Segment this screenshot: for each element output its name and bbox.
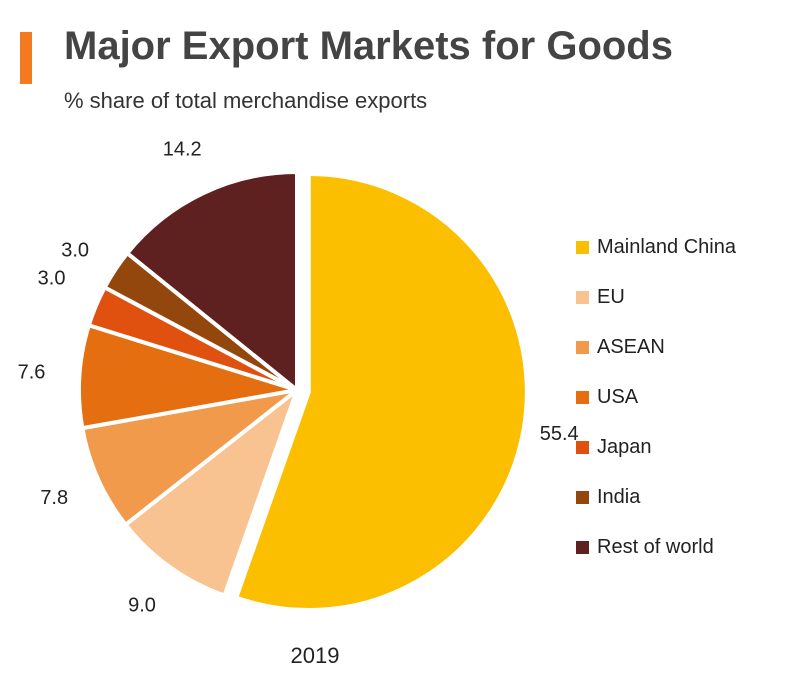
legend-item-india: India [576,472,786,522]
data-label-rest-of-world: 14.2 [163,138,202,160]
legend-label: EU [597,285,625,308]
data-label-mainland-china: 55.4 [540,423,579,445]
legend-item-asean: ASEAN [576,322,786,372]
pie-slice-rest-of-world [125,170,299,392]
data-label-eu: 9.0 [128,594,156,616]
legend-label: Japan [597,435,652,458]
chart-legend: Mainland China EU ASEAN USA Japan India Rest o… [576,222,786,572]
legend-item-usa: USA [576,372,786,422]
legend-swatch [576,440,589,454]
title-accent-bar [20,32,32,84]
chart-subtitle: % share of total merchandise exports [64,88,428,113]
legend-item-mainland-china: Mainland China [576,222,786,272]
legend-swatch [576,290,589,304]
legend-item-japan: Japan [576,422,786,472]
data-label-usa: 7.6 [18,362,46,384]
legend-label: India [597,485,641,508]
legend-label: USA [597,385,639,408]
data-label-india: 3.0 [61,240,89,262]
legend-label: ASEAN [597,335,665,358]
pie-slice-asean [80,388,299,527]
legend-swatch [576,340,589,354]
pie-slice-mainland-china [234,172,529,613]
chart-year-label: 2019 [290,643,340,668]
legend-label: Mainland China [597,235,736,258]
legend-item-eu: EU [576,272,786,322]
legend-item-rest-of-world: Rest of world [576,522,786,572]
legend-swatch [576,240,589,254]
legend-label: Rest of world [597,535,714,558]
pie-slice-eu [123,388,299,598]
pie-slice-usa [77,323,299,431]
data-label-japan: 3.0 [38,268,66,290]
legend-swatch [576,390,589,404]
legend-swatch [576,490,589,504]
legend-swatch [576,540,589,554]
data-label-asean: 7.8 [40,487,68,509]
chart-title: Major Export Markets for Goods [64,24,673,68]
